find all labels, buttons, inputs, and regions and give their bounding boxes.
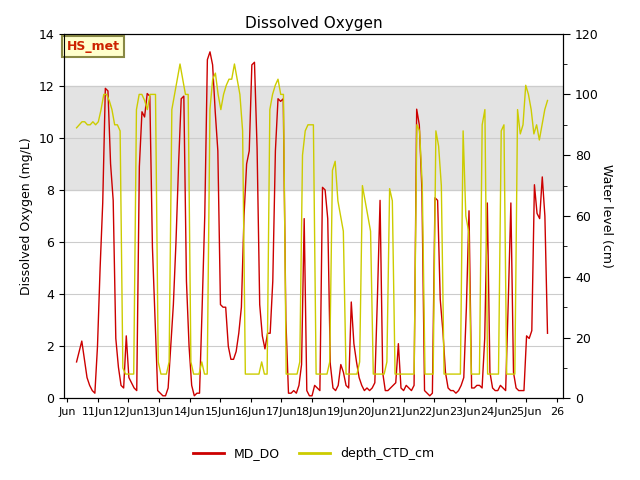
Y-axis label: Dissolved Oxygen (mg/L): Dissolved Oxygen (mg/L) — [20, 137, 33, 295]
Bar — [64, 86, 563, 190]
Title: Dissolved Oxygen: Dissolved Oxygen — [244, 16, 383, 31]
Legend: MD_DO, depth_CTD_cm: MD_DO, depth_CTD_cm — [188, 442, 439, 465]
Y-axis label: Water level (cm): Water level (cm) — [600, 164, 612, 268]
Text: HS_met: HS_met — [67, 40, 120, 53]
